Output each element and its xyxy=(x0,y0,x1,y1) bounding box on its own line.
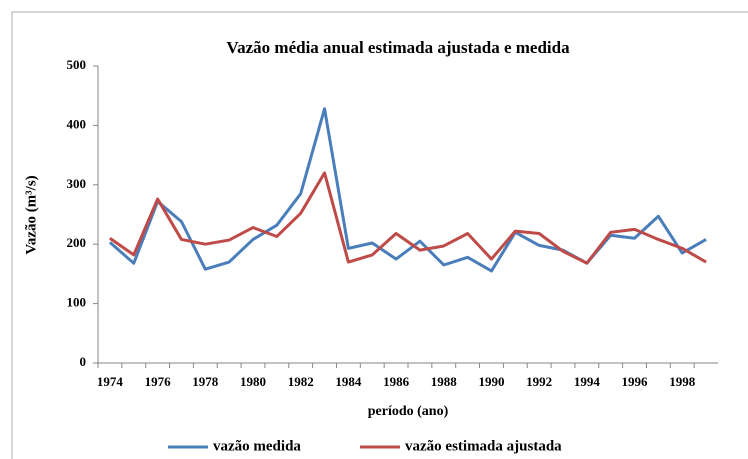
legend-label: vazão medida xyxy=(213,438,301,454)
x-tick-label: 1978 xyxy=(192,374,219,389)
y-tick-label: 0 xyxy=(80,354,87,369)
series-line xyxy=(108,107,707,273)
x-tick-label: 1992 xyxy=(526,374,552,389)
x-tick-label: 1990 xyxy=(478,374,504,389)
x-tick-label: 1998 xyxy=(669,374,696,389)
x-tick-label: 1984 xyxy=(335,374,362,389)
y-tick-label: 300 xyxy=(67,176,87,191)
series-line xyxy=(109,171,707,265)
chart-frame xyxy=(11,11,748,459)
chart-title: Vazão média anual estimada ajustada e me… xyxy=(226,38,570,57)
x-tick-label: 1980 xyxy=(240,374,266,389)
x-tick-label: 1994 xyxy=(574,374,601,389)
y-tick-label: 500 xyxy=(67,57,87,72)
x-tick-label: 1976 xyxy=(145,374,172,389)
x-tick-label: 1982 xyxy=(288,374,314,389)
x-tick-label: 1986 xyxy=(383,374,410,389)
y-tick-label: 200 xyxy=(67,235,87,250)
y-tick-label: 100 xyxy=(67,295,87,310)
y-axis-label: Vazão (m³/s) xyxy=(23,175,39,254)
x-tick-label: 1996 xyxy=(622,374,649,389)
y-tick-label: 400 xyxy=(67,116,87,131)
x-tick-label: 1974 xyxy=(97,374,124,389)
x-tick-label: 1988 xyxy=(431,374,458,389)
x-axis-label: período (ano) xyxy=(368,404,449,419)
legend-label: vazão estimada ajustada xyxy=(405,438,562,454)
